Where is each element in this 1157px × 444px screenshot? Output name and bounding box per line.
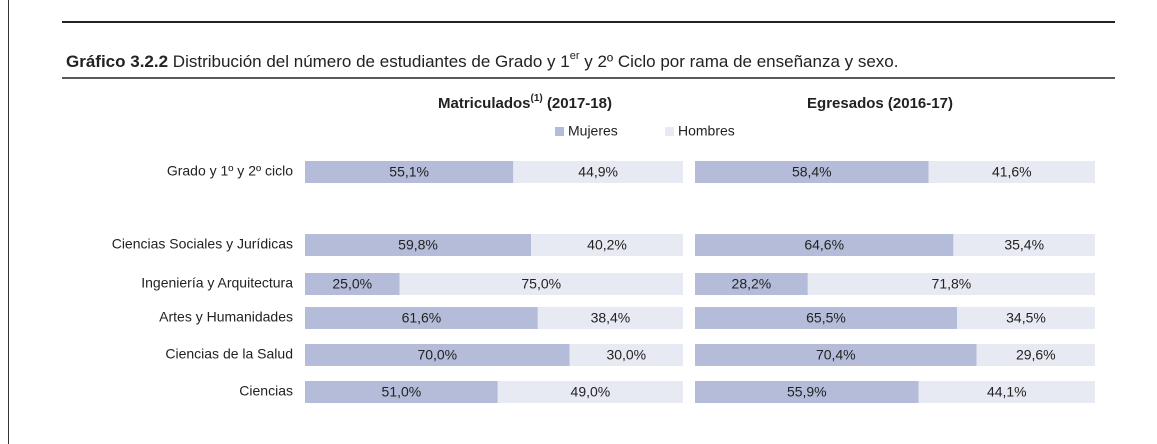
title-label: Gráfico 3.2.2 [66, 52, 168, 71]
value-label: 30,0% [606, 347, 646, 363]
value-label: 59,8% [398, 237, 438, 253]
bar-segment [695, 161, 929, 183]
bar-segment [807, 273, 1095, 295]
value-label: 71,8% [932, 276, 972, 292]
category-label: Ciencias de la Salud [165, 346, 293, 362]
panel-title-sup: (1) [531, 93, 543, 104]
panel-title: Egresados (2016-17) [807, 95, 953, 112]
value-label: 34,5% [1006, 310, 1046, 326]
value-label: 25,0% [332, 276, 372, 292]
bar-segment [305, 161, 514, 183]
legend-swatch [665, 127, 674, 136]
value-label: 29,6% [1016, 347, 1056, 363]
value-label: 65,5% [806, 310, 846, 326]
legend-label: Hombres [678, 123, 735, 139]
category-label: Ciencias [239, 383, 293, 399]
title-sup: er [570, 50, 580, 62]
bar-segment [695, 273, 808, 295]
bar-segment [957, 307, 1095, 329]
value-label: 49,0% [571, 384, 611, 400]
value-label: 40,2% [587, 237, 627, 253]
value-label: 44,1% [987, 384, 1027, 400]
bar-segment [531, 234, 683, 256]
value-label: 35,4% [1004, 237, 1044, 253]
bar-segment [928, 161, 1095, 183]
bar-segment [695, 344, 977, 366]
title-rest: y 2º Ciclo por rama de enseñanza y sexo. [584, 52, 898, 71]
value-label: 51,0% [382, 384, 422, 400]
bar-segment [976, 344, 1095, 366]
value-label: 44,9% [578, 164, 618, 180]
panel-title: Matriculados(1) (2017-18) [438, 93, 612, 112]
value-label: 41,6% [992, 164, 1032, 180]
bar-segment [305, 307, 538, 329]
value-label: 58,4% [792, 164, 832, 180]
value-label: 75,0% [521, 276, 561, 292]
bar-segment [695, 234, 954, 256]
category-label: Grado y 1º y 2º ciclo [167, 163, 293, 179]
chart-title: Gráfico 3.2.2 Distribución del número de… [66, 50, 898, 72]
bar-segment [305, 273, 400, 295]
bar-segment [918, 381, 1095, 403]
value-label: 70,4% [816, 347, 856, 363]
bar-segment [953, 234, 1095, 256]
panel-title-text: Matriculados [438, 95, 531, 112]
value-label: 55,9% [787, 384, 827, 400]
value-label: 38,4% [591, 310, 631, 326]
value-label: 61,6% [402, 310, 442, 326]
bar-segment [305, 344, 570, 366]
bar-segment [497, 381, 683, 403]
value-label: 28,2% [732, 276, 772, 292]
title-text: Distribución del número de estudiantes d… [173, 52, 570, 71]
bar-segment [695, 381, 919, 403]
bar-segment [305, 381, 498, 403]
category-label: Artes y Humanidades [159, 309, 293, 325]
bar-segment [513, 161, 683, 183]
bar-segment [569, 344, 683, 366]
category-label: Ciencias Sociales y Jurídicas [112, 236, 293, 252]
value-label: 64,6% [804, 237, 844, 253]
category-label: Ingeniería y Arquitectura [141, 275, 293, 291]
value-label: 70,0% [417, 347, 457, 363]
panel-title-rest: (2017-18) [547, 95, 612, 112]
value-label: 55,1% [389, 164, 429, 180]
legend-swatch [555, 127, 564, 136]
bar-segment [305, 234, 532, 256]
bar-segment [537, 307, 683, 329]
legend-label: Mujeres [568, 123, 618, 139]
bar-segment [695, 307, 957, 329]
bar-segment [399, 273, 683, 295]
